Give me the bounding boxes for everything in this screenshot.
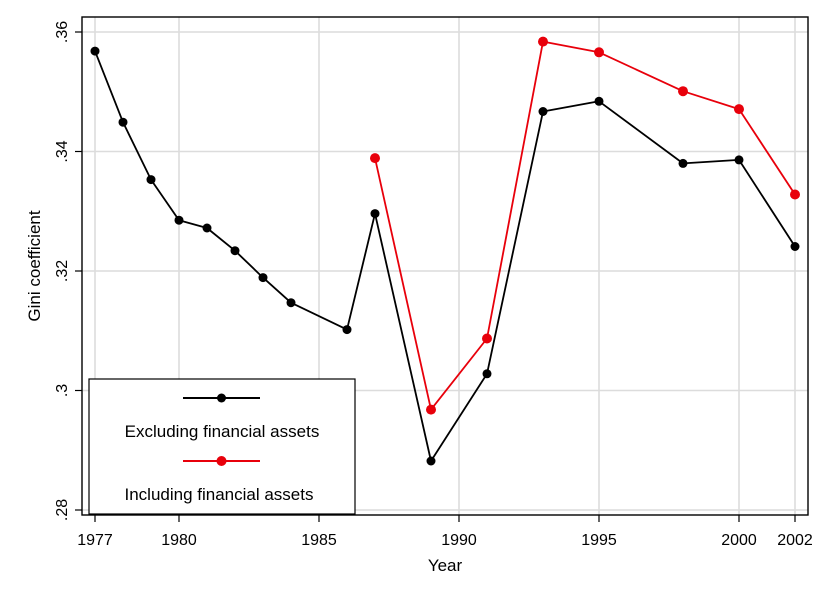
data-point-excluding [202,223,212,233]
y-axis-label: Gini coefficient [25,210,44,321]
data-point-including [734,104,744,115]
data-point-excluding [734,155,744,165]
data-point-including [370,153,380,164]
x-axis-label: Year [428,556,463,575]
data-point-including [594,47,604,58]
legend-marker-excluding [217,393,226,403]
y-tick-label: .36 [54,21,71,43]
data-point-excluding [538,107,548,116]
data-point-excluding [258,273,268,283]
data-point-excluding [90,46,100,56]
y-tick-label: .28 [54,499,71,521]
x-tick-label: 1990 [441,532,477,549]
y-tick-label: .32 [54,260,71,282]
x-axis-ticks: 1977 1980 1985 1990 1995 2000 2002 [77,515,813,549]
data-point-including [538,36,548,47]
data-point-excluding [174,215,184,225]
legend-marker-including [216,456,227,466]
series-excluding [90,46,800,466]
data-point-excluding [370,209,380,219]
data-point-excluding [678,158,688,168]
data-point-excluding [342,325,352,335]
x-tick-label: 1977 [77,532,113,549]
data-point-excluding [230,246,240,256]
x-tick-label: 2002 [777,532,813,549]
data-point-excluding [482,369,492,379]
data-point-including [426,404,436,415]
legend: Excluding financial assets Including fin… [88,378,356,515]
data-point-including [790,189,800,200]
data-point-including [678,86,688,97]
y-tick-label: .3 [54,384,71,397]
data-point-excluding [426,456,436,466]
y-tick-label: .34 [54,140,71,162]
series-layer [90,36,800,466]
data-point-including [482,333,492,344]
x-tick-label: 2000 [721,532,757,549]
data-point-excluding [286,298,296,308]
data-point-excluding [118,117,128,127]
data-point-excluding [790,242,800,251]
x-tick-label: 1985 [301,532,337,549]
series-line-including [374,40,796,411]
y-axis-ticks: .28 .3 .32 .34 .36 [54,21,82,521]
data-point-excluding [594,96,604,106]
data-point-excluding [146,175,156,185]
x-tick-label: 1995 [581,532,617,549]
plot-area-frame [81,16,809,516]
series-including [370,36,800,415]
legend-label-excluding: Excluding financial assets [125,422,320,441]
legend-label-including: Including financial assets [124,485,313,504]
x-tick-label: 1980 [161,532,197,549]
